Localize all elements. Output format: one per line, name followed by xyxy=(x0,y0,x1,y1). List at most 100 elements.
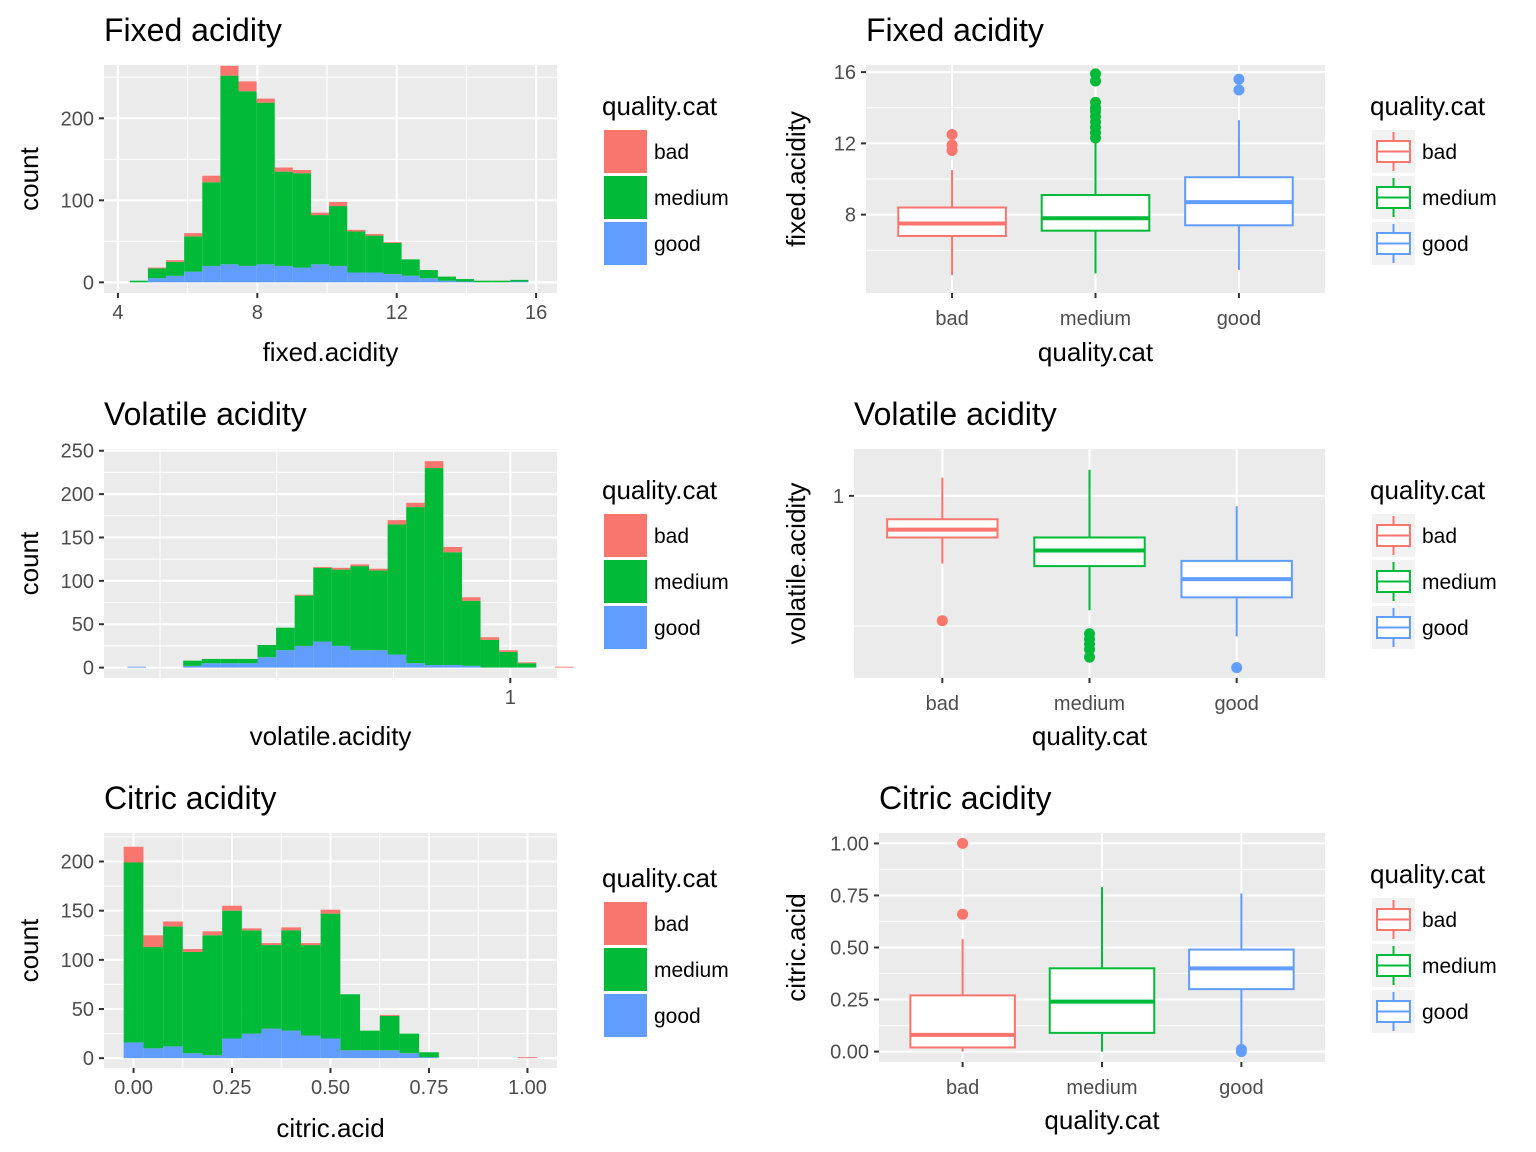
bar-good xyxy=(127,666,146,668)
bars xyxy=(127,461,574,668)
legend: quality.cat bad medium good xyxy=(1370,91,1497,265)
bar-medium xyxy=(300,945,321,1036)
bar-bad xyxy=(517,1057,538,1059)
bar-good xyxy=(313,641,332,668)
legend-label-medium: medium xyxy=(1422,955,1497,978)
bar-good xyxy=(461,665,481,668)
bar-medium xyxy=(202,935,223,1056)
legend-key-good xyxy=(604,222,647,265)
bar-bad xyxy=(294,594,314,596)
legend-label-bad: bad xyxy=(654,141,689,164)
y-tick-label: 1.00 xyxy=(830,833,869,855)
bar-good xyxy=(347,272,366,283)
bar-medium xyxy=(201,658,221,664)
legend-label-medium: medium xyxy=(1422,571,1497,594)
outlier-point xyxy=(946,139,958,151)
y-tick-label: 250 xyxy=(61,441,94,463)
legend-key-bad xyxy=(1372,898,1415,941)
legend-label-bad: bad xyxy=(1422,909,1457,932)
legend-key-good xyxy=(1372,606,1415,649)
y-tick-label: 0 xyxy=(83,658,94,680)
box-bad xyxy=(897,128,1007,276)
bar-good xyxy=(300,1035,321,1059)
x-tick-label: 0.75 xyxy=(410,1077,449,1099)
bar-medium xyxy=(163,926,183,1047)
legend-label-bad: bad xyxy=(1422,525,1457,548)
bar-good xyxy=(201,663,221,668)
box-medium xyxy=(1048,887,1156,1052)
y-tick-label: 200 xyxy=(61,108,94,130)
x-tick-label: good xyxy=(1219,1077,1264,1099)
legend-key-good xyxy=(1372,222,1415,265)
bar-good xyxy=(261,1028,282,1059)
bar-good xyxy=(331,645,351,668)
bar-medium xyxy=(401,259,420,276)
legend-key-good xyxy=(1372,990,1415,1033)
bar-good xyxy=(419,1057,439,1059)
bar-good xyxy=(437,280,456,283)
bar-good xyxy=(222,1038,242,1059)
outlier-point xyxy=(1090,96,1101,108)
bar-bad xyxy=(202,175,221,183)
chart-citric-box: Citric acidity quality.cat citric.acid 0.00… xyxy=(781,780,1497,1135)
y-tick-label: 1 xyxy=(833,486,844,508)
bar-medium xyxy=(238,658,258,664)
bar-medium xyxy=(369,570,388,651)
bar-good xyxy=(202,1055,223,1059)
legend-swatch-bad xyxy=(604,514,647,557)
bar-medium xyxy=(360,1030,380,1051)
bar-good xyxy=(320,1038,341,1059)
legend-label-good: good xyxy=(1422,233,1469,256)
box-bad xyxy=(909,837,1016,1052)
x-tick-label: medium xyxy=(1054,693,1125,715)
legend-key-good xyxy=(604,994,647,1037)
y-tick-label: 100 xyxy=(61,950,94,972)
bar-bad xyxy=(310,212,330,216)
bar-medium xyxy=(183,660,202,666)
bar-good xyxy=(401,275,420,283)
bar-good xyxy=(281,1030,301,1059)
chart-title: Volatile acidity xyxy=(854,396,1057,432)
legend-swatch-good xyxy=(604,222,647,265)
outlier-point xyxy=(1084,643,1095,655)
x-tick-label: bad xyxy=(926,693,959,715)
y-tick-label: 0.50 xyxy=(830,938,869,960)
y-axis-title: count xyxy=(14,918,44,982)
bar-good xyxy=(238,265,257,283)
bar-bad xyxy=(184,233,203,237)
bar-medium xyxy=(455,279,475,282)
chart-title: Citric acidity xyxy=(879,780,1051,816)
legend-swatch-bad xyxy=(604,130,647,173)
x-axis-title: quality.cat xyxy=(1044,1105,1160,1135)
bar-medium xyxy=(406,507,425,664)
bar-medium xyxy=(365,235,384,273)
x-tick-label: bad xyxy=(935,308,968,330)
y-tick-label: 0 xyxy=(83,1048,94,1070)
x-tick-label: medium xyxy=(1060,308,1131,330)
box-good xyxy=(1188,893,1295,1058)
box-body xyxy=(1040,194,1151,232)
bar-medium xyxy=(399,1033,420,1054)
bar-good xyxy=(182,1053,203,1059)
bar-bad xyxy=(300,943,321,946)
x-tick-label: 16 xyxy=(525,302,547,324)
y-tick-label: 0.25 xyxy=(830,990,869,1012)
y-axis-title: volatile.acidity xyxy=(781,483,811,645)
chart-title: Citric acidity xyxy=(104,780,276,816)
bar-bad xyxy=(499,650,518,652)
outlier-point xyxy=(957,837,969,849)
legend-key-bad xyxy=(1372,130,1415,173)
x-tick-label: 0.25 xyxy=(213,1077,252,1099)
bar-medium xyxy=(313,567,332,642)
bar-bad xyxy=(202,931,223,936)
bar-medium xyxy=(424,468,444,665)
bar-good xyxy=(340,1050,361,1059)
y-tick-label: 0.00 xyxy=(830,1042,869,1064)
bar-bad xyxy=(365,233,384,236)
outlier-point xyxy=(1084,651,1095,663)
bar-bad xyxy=(261,943,282,946)
legend-title: quality.cat xyxy=(602,475,718,505)
bar-bad xyxy=(350,564,370,567)
chart-title: Volatile acidity xyxy=(104,396,307,432)
